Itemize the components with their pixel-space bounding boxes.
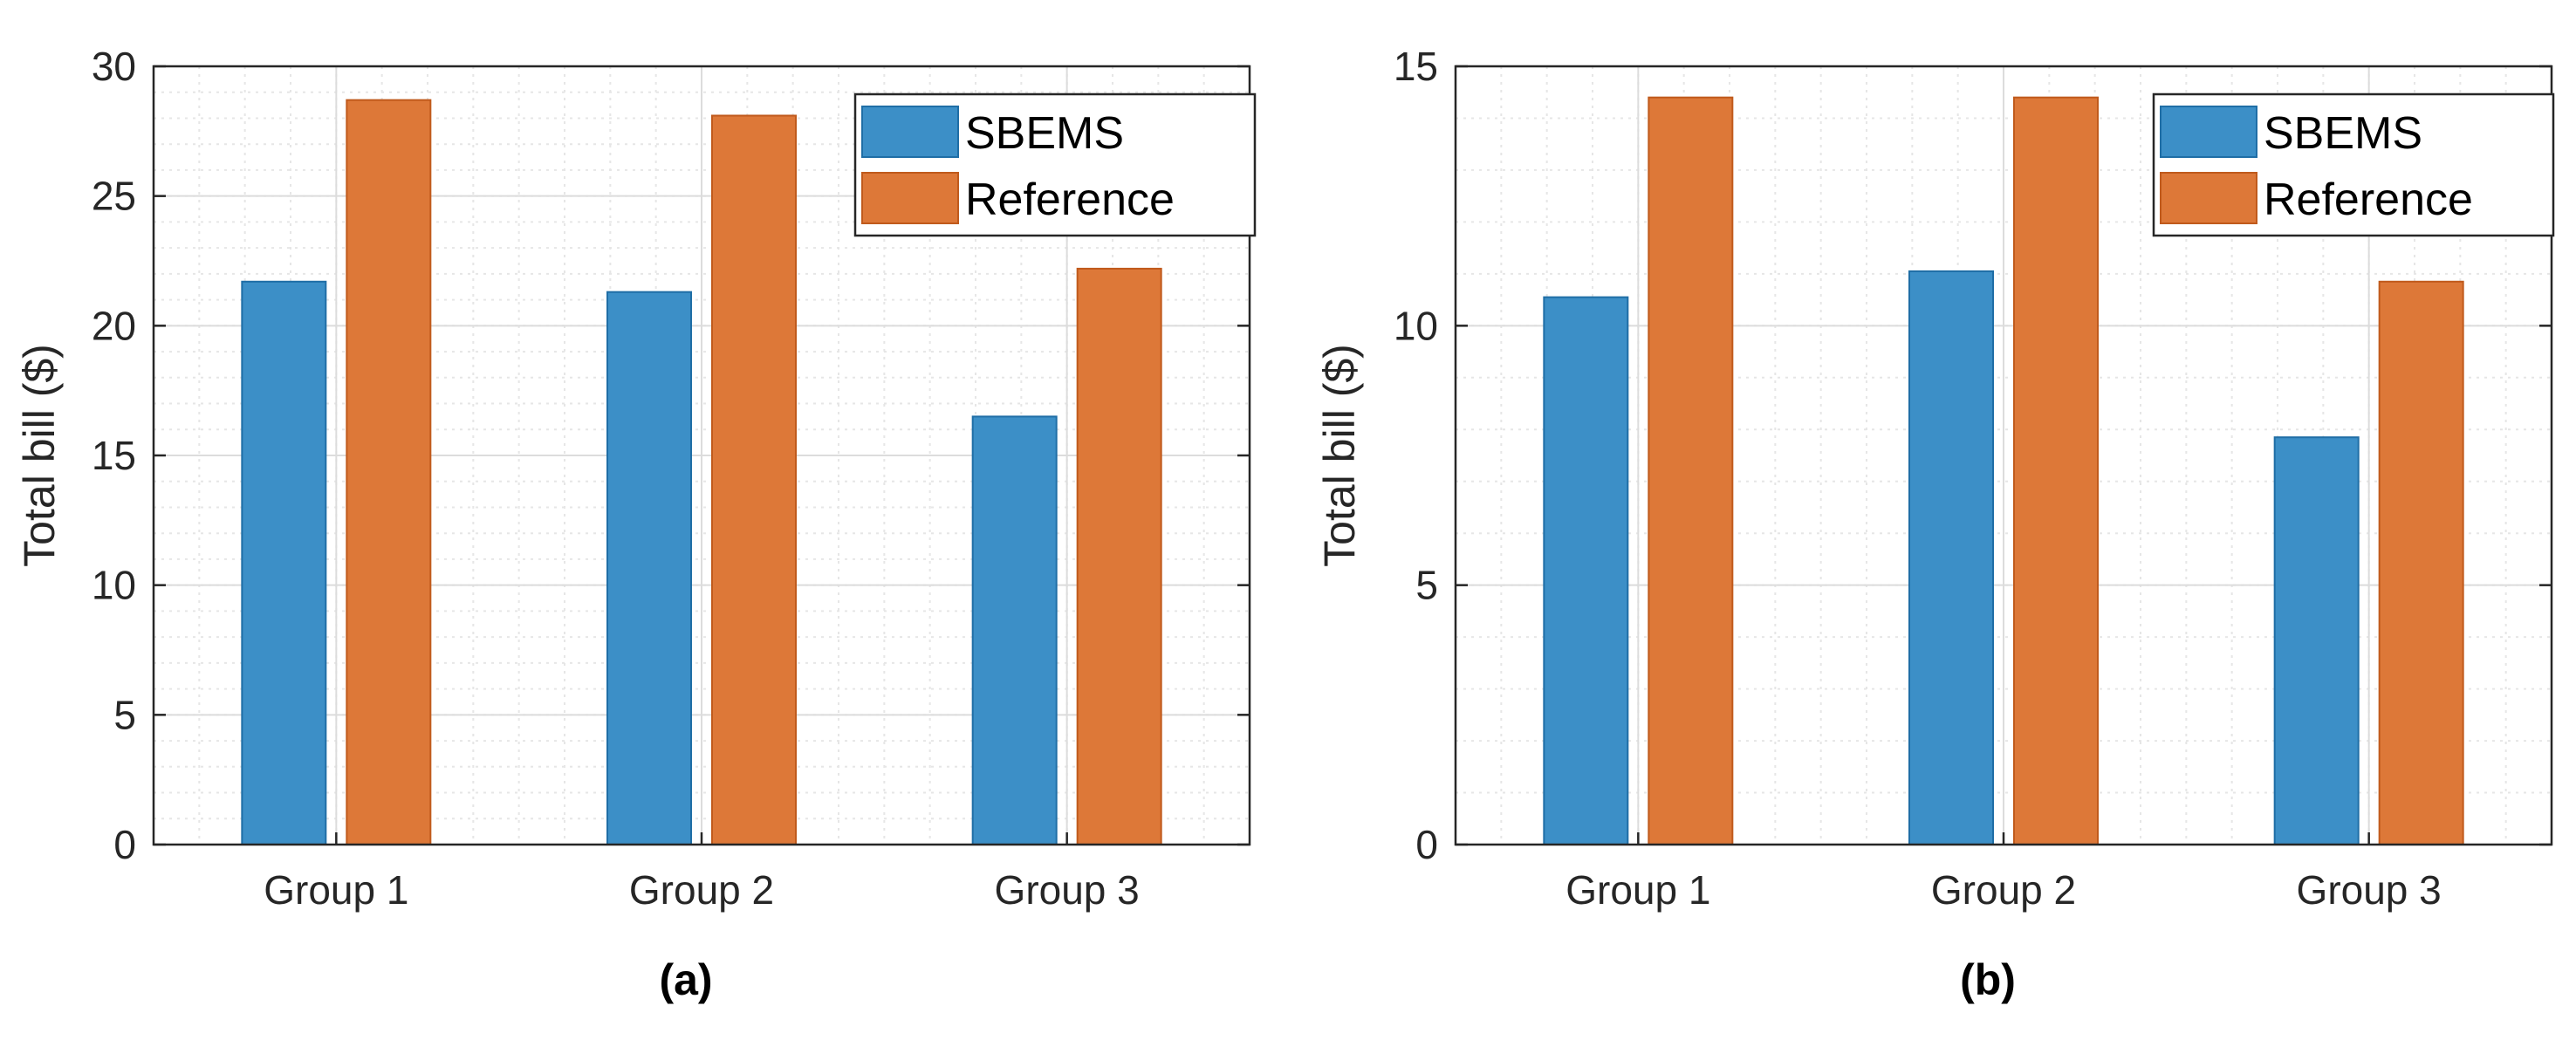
panel-caption: (b): [1960, 955, 2016, 1004]
bar-reference-3[interactable]: [1076, 267, 1162, 846]
legend-swatch-sbems: [861, 106, 959, 158]
y-axis-label: Total bill ($): [1315, 344, 1364, 567]
bar-sbems-2[interactable]: [606, 291, 692, 845]
bar-reference-2[interactable]: [711, 114, 797, 845]
x-tick-label: Group 2: [1931, 867, 2076, 913]
y-tick-label: 5: [1415, 563, 1438, 608]
y-tick-label: 5: [113, 692, 136, 737]
legend-swatch-reference: [861, 172, 959, 224]
bar-sbems-3[interactable]: [2273, 436, 2360, 845]
y-tick-label: 25: [92, 174, 136, 219]
legend-label-sbems: SBEMS: [965, 108, 1124, 159]
y-tick-label: 20: [92, 303, 136, 348]
y-tick-label: 15: [92, 433, 136, 478]
legend-label-sbems: SBEMS: [2264, 108, 2422, 159]
y-tick-label: 30: [92, 44, 136, 89]
x-tick-label: Group 1: [1565, 867, 1710, 913]
bar-reference-3[interactable]: [2378, 280, 2464, 845]
legend-label-reference: Reference: [965, 174, 1175, 225]
y-tick-label: 0: [113, 822, 136, 867]
x-tick-label: Group 3: [995, 867, 1140, 913]
y-tick-label: 10: [1394, 303, 1438, 348]
bar-reference-1[interactable]: [346, 99, 432, 846]
y-tick-label: 0: [1415, 822, 1438, 867]
legend-label-reference: Reference: [2264, 174, 2473, 225]
bar-sbems-1[interactable]: [241, 280, 327, 845]
bar-reference-1[interactable]: [1648, 96, 1734, 846]
bar-sbems-1[interactable]: [1543, 296, 1629, 846]
chart-panel-1: 0 5 10 15 20 25 30 Group 1 Group 2 Group 3 Total b…: [15, 44, 1257, 1004]
y-tick-label: 15: [1394, 44, 1438, 89]
legend: SBEMS Reference: [2152, 92, 2555, 237]
x-tick-label: Group 2: [629, 867, 774, 913]
x-tick-label: Group 3: [2297, 867, 2442, 913]
bar-reference-2[interactable]: [2013, 96, 2099, 846]
chart-panel-2: 0 5 10 15 Group 1 Group 2 Group 3 Total bill ($…: [1315, 44, 2555, 1004]
legend-swatch-reference: [2160, 172, 2257, 224]
legend-swatch-sbems: [2160, 106, 2257, 158]
bar-sbems-2[interactable]: [1908, 270, 1994, 846]
y-axis-label: Total bill ($): [15, 344, 64, 567]
legend: SBEMS Reference: [853, 92, 1257, 237]
x-tick-label: Group 1: [264, 867, 408, 913]
panel-caption: (a): [659, 955, 712, 1004]
bar-sbems-3[interactable]: [971, 415, 1058, 845]
y-tick-label: 10: [92, 563, 136, 608]
